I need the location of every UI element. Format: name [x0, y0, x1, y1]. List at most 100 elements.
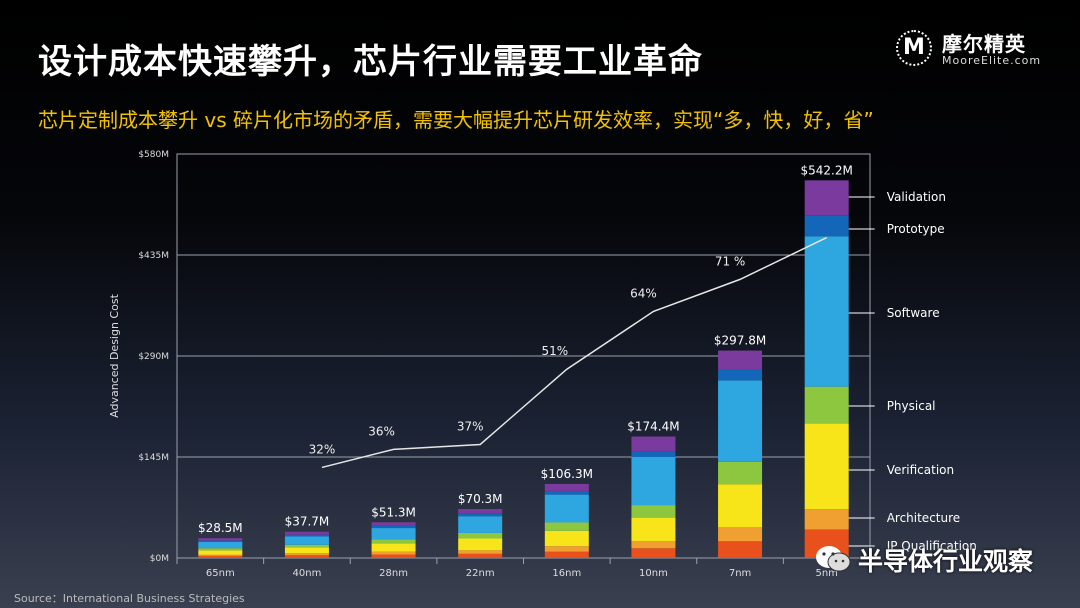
legend-label-prototype: Prototype — [887, 222, 945, 236]
bar-segment-ip-qualification — [198, 555, 243, 558]
bar-segment-validation — [544, 483, 589, 491]
bar-segment-validation — [198, 538, 243, 541]
bar-segment-validation — [371, 522, 416, 526]
bar-segment-software — [631, 457, 676, 506]
bar-segment-physical — [284, 544, 329, 548]
x-tick-label: 5nm — [815, 568, 837, 579]
bar-segment-software — [544, 494, 589, 523]
bar-total-label: $297.8M — [714, 334, 766, 348]
bar-segment-architecture — [371, 551, 416, 555]
bar-segment-prototype — [458, 513, 503, 517]
bar-segment-verification — [458, 538, 503, 551]
bar-total-label: $51.3M — [371, 505, 416, 519]
bar-total-label: $28.5M — [198, 521, 243, 535]
bar-segment-architecture — [198, 554, 243, 556]
bar-segment-architecture — [458, 550, 503, 554]
bar-total-label: $70.3M — [458, 492, 503, 506]
share-line-label: 32% — [309, 442, 336, 456]
x-tick-label: 7nm — [729, 568, 751, 579]
bar-total-label: $542.2M — [801, 163, 853, 177]
bar-segment-physical — [804, 386, 849, 424]
legend-label-architecture: Architecture — [887, 511, 960, 525]
legend-label-physical: Physical — [887, 399, 936, 413]
bar-segment-ip-qualification — [718, 541, 763, 558]
bar-segment-software — [804, 236, 849, 387]
x-tick-label: 22nm — [466, 568, 495, 579]
bar-segment-validation — [718, 350, 763, 370]
share-line-label: 36% — [368, 424, 395, 438]
bar-segment-validation — [631, 436, 676, 452]
bar-segment-prototype — [371, 525, 416, 529]
bar-segment-verification — [198, 550, 243, 555]
watermark-text: 半导体行业观察 — [858, 547, 1034, 576]
y-tick-label: $0M — [150, 554, 169, 564]
x-tick-label: 28nm — [379, 568, 408, 579]
bar-segment-verification — [284, 547, 329, 554]
bar-segment-architecture — [718, 527, 763, 542]
logo-name-cn: 摩尔精英 — [942, 32, 1026, 56]
bar-segment-verification — [804, 423, 849, 510]
source-note: Source：International Business Strategies — [14, 592, 245, 605]
page-title: 设计成本快速攀升，芯片行业需要工业革命 — [38, 42, 703, 82]
bar-total-label: $174.4M — [627, 420, 679, 434]
bar-segment-verification — [631, 517, 676, 542]
bar-segment-prototype — [718, 369, 763, 381]
share-line-label: 51% — [541, 344, 568, 358]
bar-segment-prototype — [631, 451, 676, 457]
bar-segment-physical — [371, 539, 416, 544]
logo-mark: M — [896, 30, 932, 66]
bar-total-label: $37.7M — [285, 515, 330, 529]
x-tick-label: 16nm — [552, 568, 581, 579]
wechat-icon — [816, 546, 851, 572]
legend-label-ip-qualification: IP Qualification — [887, 539, 977, 553]
y-tick-label: $290M — [138, 352, 169, 362]
bar-segment-software — [371, 528, 416, 540]
bar-segment-prototype — [284, 534, 329, 537]
bar-segment-ip-qualification — [284, 555, 329, 558]
bar-segment-architecture — [631, 541, 676, 549]
y-tick-label: $435M — [138, 251, 169, 261]
bar-segment-prototype — [544, 490, 589, 495]
bar-segment-prototype — [198, 540, 243, 542]
share-line — [321, 236, 828, 469]
share-line-label: 64% — [630, 286, 657, 300]
bar-segment-verification — [544, 530, 589, 547]
bar-segment-software — [718, 380, 763, 462]
bar-segment-prototype — [804, 215, 849, 237]
bar-segment-validation — [284, 531, 329, 535]
x-tick-label: 40nm — [293, 568, 322, 579]
bar-segment-software — [458, 516, 503, 533]
legend-label-validation: Validation — [887, 190, 946, 204]
y-tick-label: $145M — [138, 453, 169, 463]
y-axis-label: Advanced Design Cost — [108, 293, 121, 417]
bar-segment-software — [284, 536, 329, 545]
bar-segment-ip-qualification — [544, 551, 589, 558]
bar-segment-ip-qualification — [458, 553, 503, 558]
bar-segment-physical — [631, 505, 676, 518]
bar-total-label: $106.3M — [541, 467, 593, 481]
bar-segment-physical — [458, 532, 503, 539]
bar-segment-software — [198, 541, 243, 549]
bar-segment-verification — [718, 484, 763, 528]
x-tick-label: 65nm — [206, 568, 235, 579]
bar-segment-physical — [198, 548, 243, 551]
page-subtitle: 芯片定制成本攀升 vs 碎片化市场的矛盾，需要大幅提升芯片研发效率，实现“多，快… — [38, 108, 874, 132]
bar-segment-architecture — [804, 509, 849, 530]
bar-segment-validation — [458, 509, 503, 514]
x-tick-label: 10nm — [639, 568, 668, 579]
bar-segment-validation — [804, 180, 849, 216]
y-tick-label: $580M — [138, 150, 169, 160]
bar-segment-physical — [718, 461, 763, 485]
bar-segment-verification — [371, 543, 416, 552]
bar-segment-architecture — [284, 553, 329, 556]
bar-segment-architecture — [544, 546, 589, 552]
legend-label-software: Software — [887, 306, 940, 320]
logo: M 摩尔精英 MooreElite.com — [896, 26, 1056, 70]
bar-segment-ip-qualification — [371, 554, 416, 558]
share-line-label: 37% — [457, 419, 484, 433]
logo-name-en: MooreElite.com — [942, 54, 1042, 67]
bar-segment-ip-qualification — [631, 548, 676, 558]
legend-label-verification: Verification — [887, 463, 954, 477]
bar-segment-physical — [544, 522, 589, 531]
